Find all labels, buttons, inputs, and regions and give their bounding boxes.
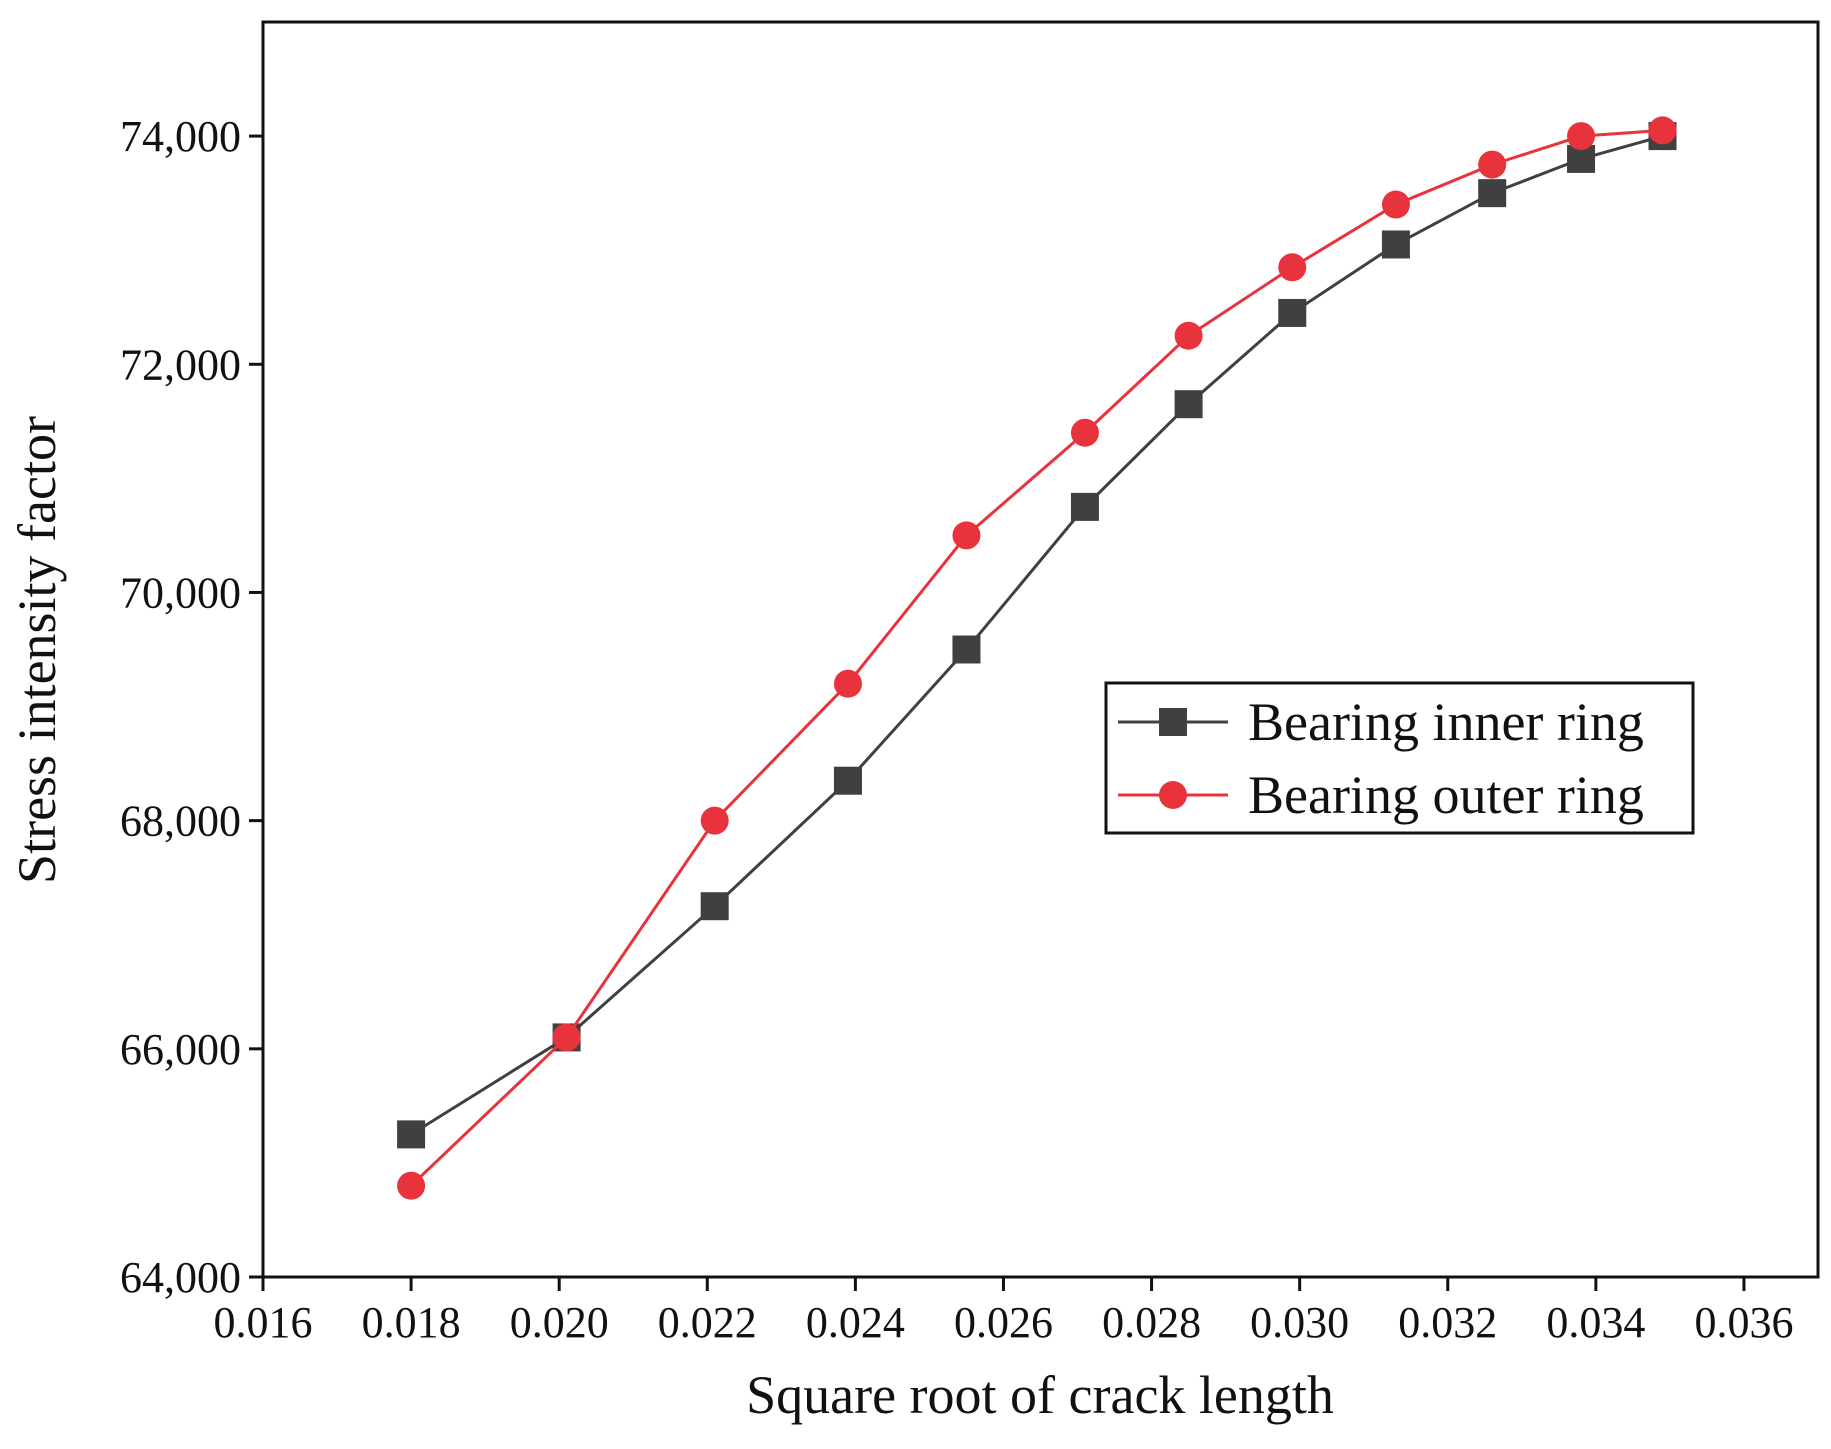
legend: Bearing inner ring Bearing outer ring: [1104, 681, 1695, 835]
x-tick-label: 0.028: [1102, 1298, 1201, 1347]
inner-ring-point: [1174, 390, 1203, 419]
series-line-inner-ring: [410, 134, 1663, 1136]
x-tick-label: 0.016: [214, 1298, 313, 1347]
outer-ring-point: [952, 521, 981, 550]
outer-ring-point: [833, 669, 862, 698]
x-tick-label: 0.030: [1250, 1298, 1349, 1347]
x-tick-label: 0.032: [1398, 1298, 1497, 1347]
legend-label-inner: Bearing inner ring: [1248, 692, 1644, 752]
outer-ring-point: [1381, 190, 1410, 219]
outer-ring-point: [1567, 122, 1596, 151]
y-tick-label: 64,000: [120, 1253, 241, 1302]
inner-ring-point: [1381, 230, 1410, 259]
y-tick-label: 70,000: [120, 568, 241, 617]
y-tick-label: 74,000: [120, 112, 241, 161]
outer-ring-point: [397, 1171, 426, 1200]
legend-label-outer: Bearing outer ring: [1248, 765, 1644, 825]
y-axis-title: Stress intensity factor: [7, 416, 67, 884]
x-tick-label: 0.024: [806, 1298, 905, 1347]
outer-ring-point: [700, 806, 729, 835]
inner-ring-point: [833, 766, 862, 795]
y-tick-label: 66,000: [120, 1025, 241, 1074]
inner-ring-point: [700, 892, 729, 921]
outer-ring-point: [1478, 150, 1507, 179]
inner-ring-point: [952, 635, 981, 664]
x-tick-label: 0.026: [954, 1298, 1053, 1347]
y-axis-ticks: 64,000 66,000 68,000 70,000 72,000 74,000: [120, 112, 263, 1302]
x-tick-label: 0.034: [1546, 1298, 1645, 1347]
outer-ring-point: [1174, 321, 1203, 350]
outer-ring-point: [1278, 253, 1307, 282]
outer-ring-point: [552, 1023, 581, 1052]
x-tick-label: 0.022: [658, 1298, 757, 1347]
legend-box: [1104, 681, 1695, 835]
plot-frame: [261, 20, 1820, 1279]
inner-ring-point: [397, 1120, 426, 1149]
inner-ring-point: [1278, 298, 1307, 327]
x-tick-label: 0.036: [1694, 1298, 1793, 1347]
legend-marker-square: [1159, 708, 1187, 736]
x-axis-ticks: 0.016 0.018 0.020 0.022 0.024 0.026 0.028 0.030…: [214, 1277, 1793, 1347]
inner-ring-point: [1070, 492, 1099, 521]
outer-ring-point: [1648, 116, 1677, 145]
x-tick-label: 0.018: [362, 1298, 461, 1347]
inner-ring-point: [1478, 179, 1507, 208]
x-tick-label: 0.020: [510, 1298, 609, 1347]
series-line-outer-ring: [410, 128, 1663, 1187]
series-layer: [397, 116, 1677, 1200]
legend-marker-circle: [1159, 781, 1187, 809]
outer-ring-point: [1070, 418, 1099, 447]
x-axis-title: Square root of crack length: [746, 1365, 1334, 1425]
y-tick-label: 72,000: [120, 340, 241, 389]
y-tick-label: 68,000: [120, 797, 241, 846]
